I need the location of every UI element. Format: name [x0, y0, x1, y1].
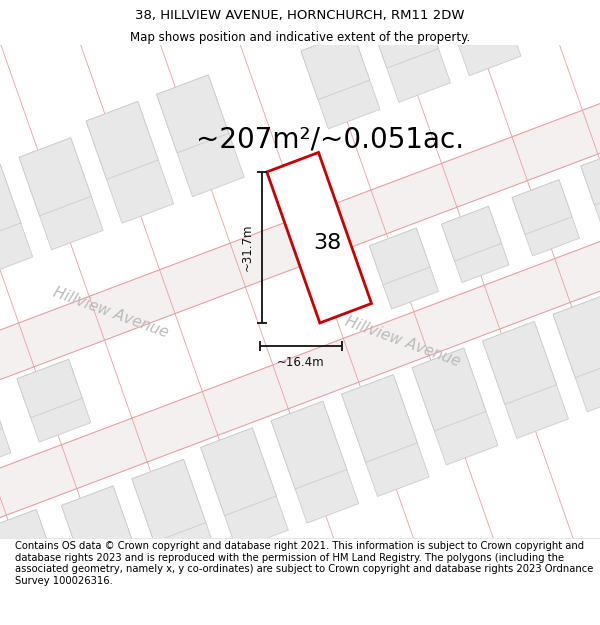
Polygon shape — [581, 148, 600, 229]
Polygon shape — [200, 428, 277, 516]
Polygon shape — [368, 0, 451, 102]
Polygon shape — [0, 509, 62, 604]
Polygon shape — [0, 389, 2, 448]
Polygon shape — [132, 459, 206, 542]
Polygon shape — [437, 0, 521, 76]
Polygon shape — [86, 101, 174, 223]
Polygon shape — [368, 0, 439, 68]
Polygon shape — [157, 75, 244, 197]
Polygon shape — [271, 401, 359, 523]
Polygon shape — [132, 459, 218, 576]
Polygon shape — [0, 164, 33, 276]
Polygon shape — [370, 228, 430, 285]
Polygon shape — [482, 321, 568, 438]
Polygon shape — [553, 295, 600, 378]
Polygon shape — [341, 374, 417, 462]
Polygon shape — [581, 148, 600, 205]
Text: 38, HILLVIEW AVENUE, HORNCHURCH, RM11 2DW: 38, HILLVIEW AVENUE, HORNCHURCH, RM11 2D… — [135, 9, 465, 22]
Polygon shape — [0, 389, 11, 472]
Text: ~31.7m: ~31.7m — [241, 224, 254, 271]
Polygon shape — [437, 0, 509, 42]
Polygon shape — [512, 180, 580, 256]
Polygon shape — [482, 321, 557, 404]
Polygon shape — [507, 0, 578, 10]
Polygon shape — [86, 101, 158, 179]
Polygon shape — [370, 228, 439, 309]
Polygon shape — [442, 206, 502, 261]
Text: Map shows position and indicative extent of the property.: Map shows position and indicative extent… — [130, 31, 470, 44]
Polygon shape — [0, 509, 74, 625]
Text: Hillview Avenue: Hillview Avenue — [343, 313, 463, 369]
Polygon shape — [0, 164, 21, 242]
Polygon shape — [61, 486, 148, 603]
Text: 38: 38 — [313, 233, 341, 253]
Polygon shape — [157, 75, 229, 153]
Polygon shape — [0, 84, 600, 411]
Text: Contains OS data © Crown copyright and database right 2021. This information is : Contains OS data © Crown copyright and d… — [15, 541, 593, 586]
Text: ~16.4m: ~16.4m — [277, 356, 325, 369]
Polygon shape — [553, 295, 600, 412]
Polygon shape — [19, 138, 91, 216]
Polygon shape — [412, 348, 486, 431]
Polygon shape — [19, 138, 103, 250]
Text: ~207m²/~0.051ac.: ~207m²/~0.051ac. — [196, 126, 464, 154]
Polygon shape — [17, 359, 91, 442]
Polygon shape — [442, 206, 509, 282]
Polygon shape — [512, 180, 572, 234]
Polygon shape — [301, 31, 370, 99]
Polygon shape — [301, 31, 380, 129]
Polygon shape — [341, 374, 429, 496]
Polygon shape — [412, 348, 498, 465]
Polygon shape — [17, 359, 82, 418]
Polygon shape — [267, 152, 371, 323]
Polygon shape — [271, 401, 347, 489]
Polygon shape — [61, 486, 136, 569]
Text: Hillview Avenue: Hillview Avenue — [51, 284, 170, 341]
Polygon shape — [507, 0, 590, 44]
Polygon shape — [200, 428, 288, 549]
Polygon shape — [0, 206, 600, 533]
